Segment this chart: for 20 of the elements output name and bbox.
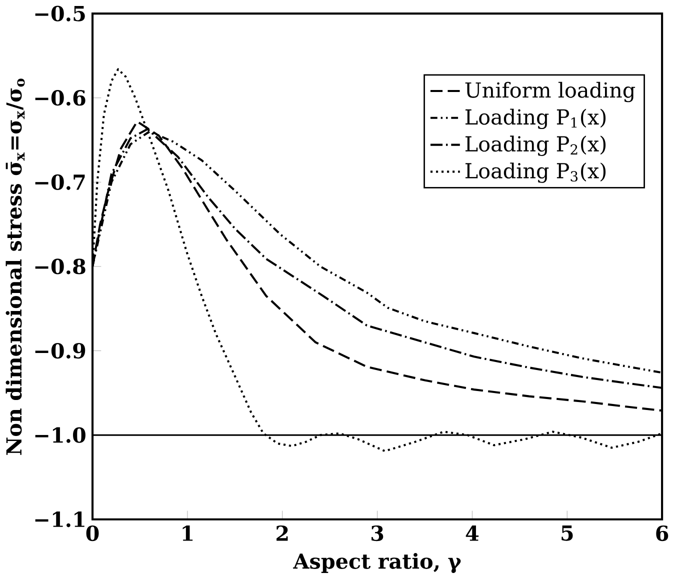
legend-label: Uniform loading — [465, 82, 636, 102]
y-tick-label: −0.6 — [35, 90, 86, 106]
y-tick-label: −0.7 — [35, 174, 85, 190]
x-axis-title: Aspect ratio, γ — [293, 553, 461, 574]
y-tick-label: −1.0 — [35, 427, 86, 444]
y-tick-label: −0.8 — [35, 258, 86, 274]
x-tick-label: 5 — [562, 526, 573, 541]
x-tick-label: 2 — [276, 526, 288, 541]
legend-label: Loading P$_{3}$(x) — [466, 162, 606, 183]
x-tick-label: 6 — [656, 526, 668, 542]
legend-label: Loading P$_{1}$(x) — [466, 108, 606, 130]
y-tick-label: −0.9 — [35, 343, 86, 359]
x-tick-label: 4 — [466, 526, 479, 541]
x-tick-label: 0 — [86, 526, 99, 542]
y-tick-label: −1.1 — [35, 512, 84, 528]
x-tick-label: 3 — [372, 526, 384, 542]
x-tick-label: 1 — [182, 526, 193, 541]
y-axis-title: Non dimensional stress σ̄$_{x}$=σ$_{x}$/σ$_{o}$ — [6, 78, 25, 455]
legend-label: Loading P$_{2}$(x) — [466, 136, 606, 156]
y-tick-label: −0.5 — [35, 6, 85, 22]
